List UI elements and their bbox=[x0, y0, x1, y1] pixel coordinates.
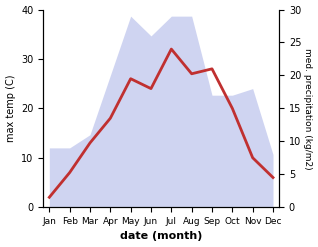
Y-axis label: max temp (C): max temp (C) bbox=[5, 75, 16, 142]
Y-axis label: med. precipitation (kg/m2): med. precipitation (kg/m2) bbox=[303, 48, 313, 169]
X-axis label: date (month): date (month) bbox=[120, 231, 202, 242]
